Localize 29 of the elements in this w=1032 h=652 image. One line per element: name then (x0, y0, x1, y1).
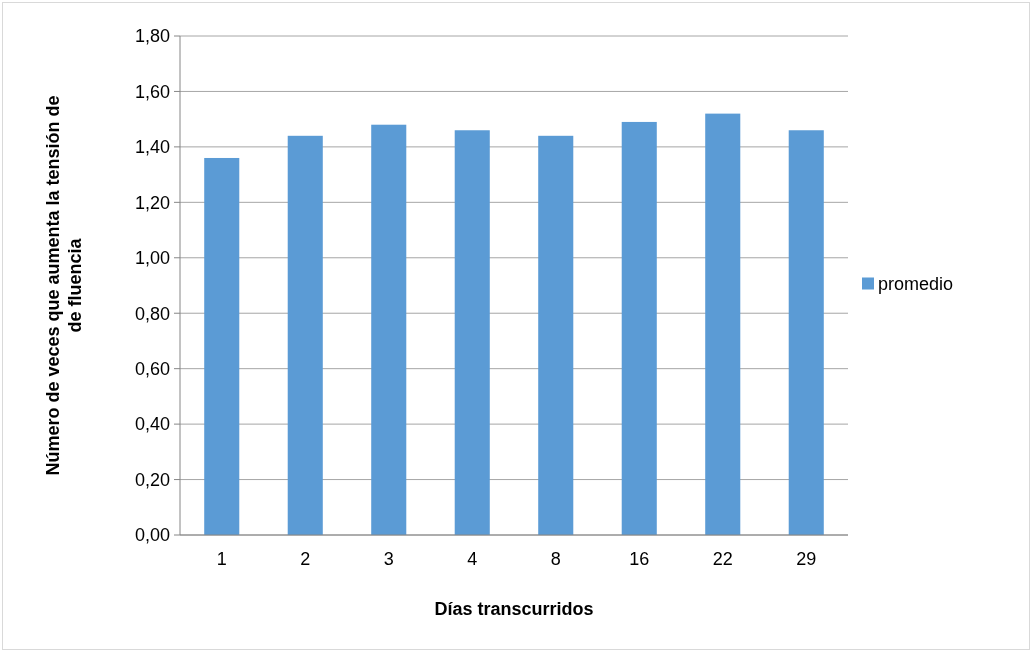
bar (705, 113, 741, 535)
y-tick-label: 1,00 (134, 248, 170, 269)
x-tick-label: 3 (383, 549, 394, 569)
x-tick-label: 8 (550, 549, 561, 569)
x-tick-label: 4 (467, 549, 478, 569)
bar (538, 135, 574, 535)
x-tick-label: 29 (796, 549, 817, 569)
x-tick-label: 16 (629, 549, 650, 569)
y-tick-label: 0,80 (134, 303, 170, 324)
y-tick-label: 1,60 (134, 81, 170, 102)
bar (788, 130, 824, 535)
x-tick-label: 1 (216, 549, 227, 569)
y-tick-label: 0,60 (134, 358, 170, 379)
x-axis-title: Días transcurridos (434, 599, 594, 619)
x-tick-label: 22 (712, 549, 733, 569)
bar (621, 121, 657, 535)
y-tick-label: 1,40 (134, 137, 170, 158)
bar (454, 130, 490, 535)
bar (287, 135, 323, 535)
y-tick-label: 0,00 (134, 525, 170, 546)
legend-label: promedio (878, 273, 954, 294)
y-tick-label: 0,40 (134, 414, 170, 435)
y-tick-label: 1,80 (134, 26, 170, 47)
bar (371, 124, 407, 535)
y-axis-title: Número de veces que aumenta la tensión de de fluencia (43, 95, 85, 476)
y-tick-label: 0,20 (134, 469, 170, 490)
x-tick-label: 2 (300, 549, 311, 569)
bar (204, 157, 240, 535)
y-tick-label: 1,20 (134, 192, 170, 213)
